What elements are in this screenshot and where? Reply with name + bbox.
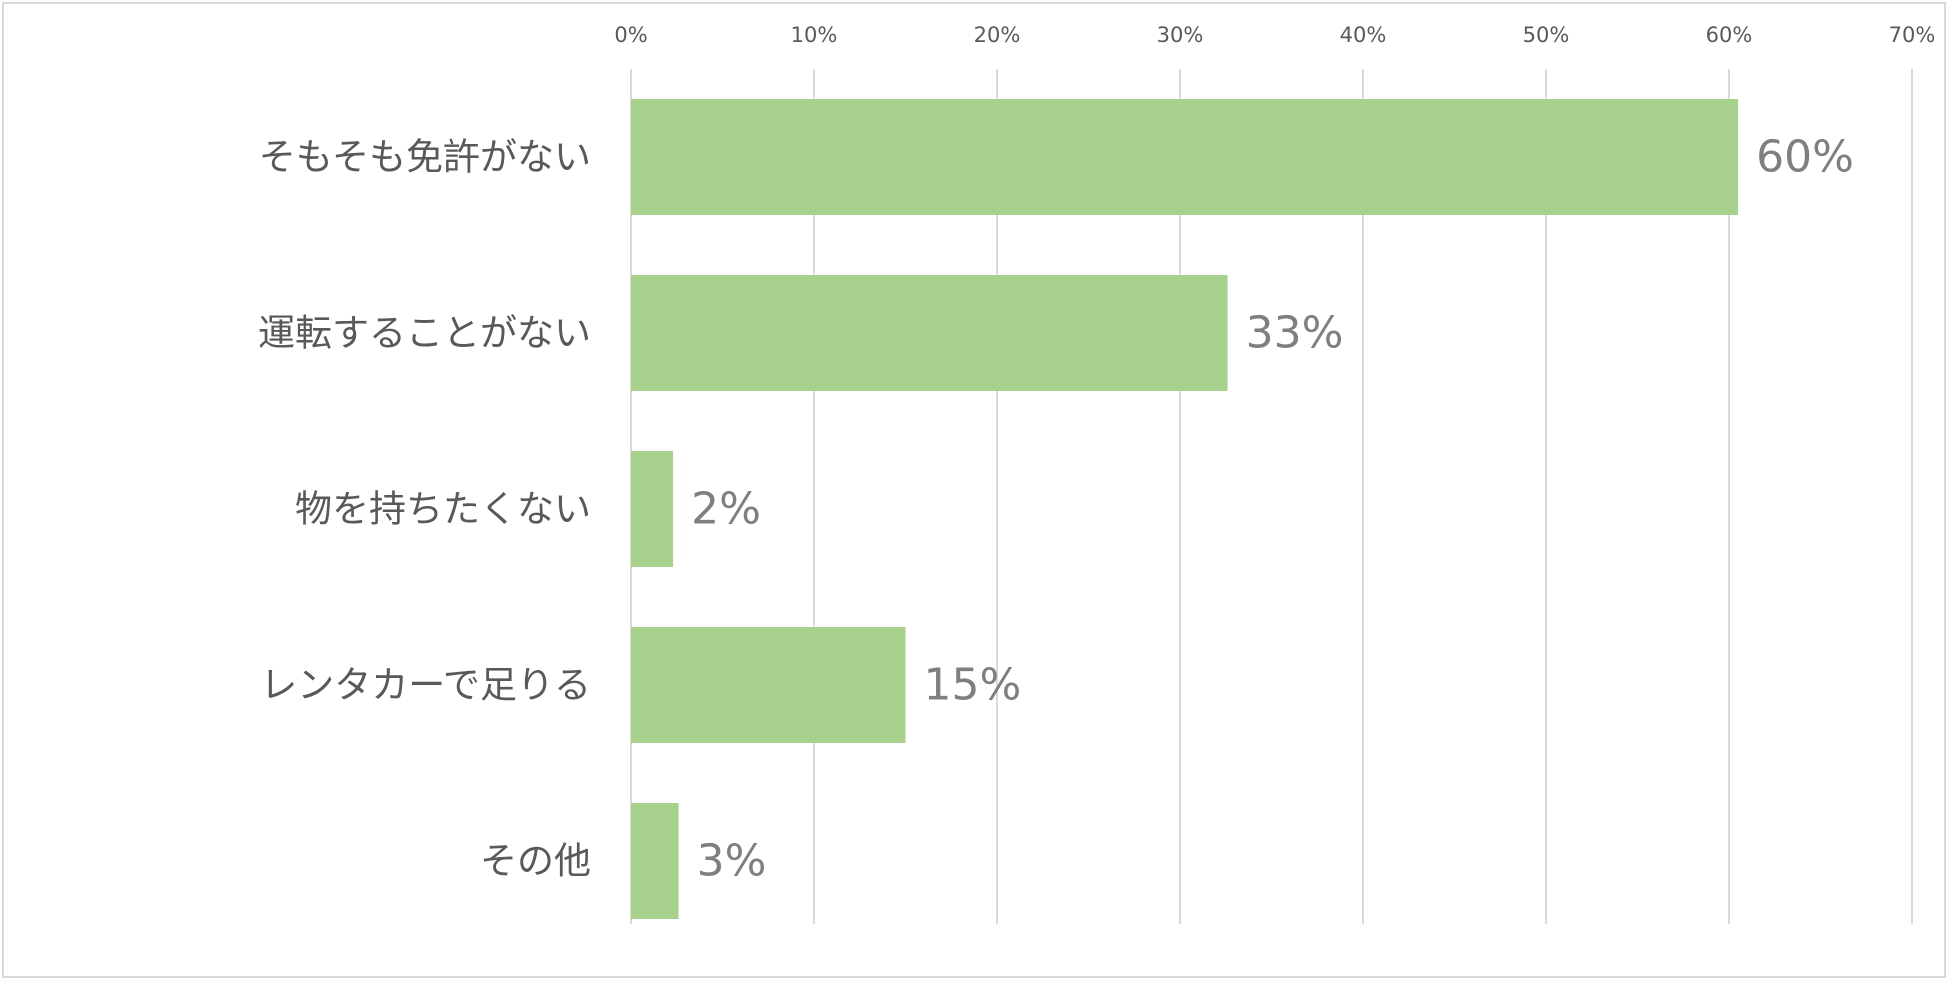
data-label: 15% <box>924 660 1022 711</box>
bar <box>631 451 674 567</box>
data-label: 60% <box>1756 132 1854 183</box>
category-label: そもそも免許がない <box>259 136 591 179</box>
bars <box>631 99 1739 919</box>
x-tick-label: 10% <box>791 23 838 47</box>
x-tick-label: 40% <box>1340 23 1387 47</box>
x-tick-label: 20% <box>974 23 1021 47</box>
bar <box>631 803 679 919</box>
category-label: その他 <box>480 840 591 883</box>
category-label: 物を持ちたくない <box>295 488 591 531</box>
x-tick-label: 60% <box>1706 23 1753 47</box>
bar <box>631 627 906 743</box>
data-label: 2% <box>691 484 761 535</box>
category-label: 運転することがない <box>258 312 591 355</box>
x-tick-label: 70% <box>1889 23 1936 47</box>
data-label: 3% <box>697 836 767 887</box>
x-tick-label: 50% <box>1523 23 1570 47</box>
data-labels: 60% 33% 2% 15% 3% <box>691 132 1854 887</box>
x-axis-ticks: 0% 10% 20% 30% 40% 50% 60% 70% <box>614 23 1935 47</box>
x-tick-label: 0% <box>614 23 647 47</box>
bar <box>631 99 1739 215</box>
bar <box>631 275 1228 391</box>
x-tick-label: 30% <box>1157 23 1204 47</box>
bar-chart: 0% 10% 20% 30% 40% 50% 60% 70% そもそも免許がない運転することが… <box>258 23 1935 924</box>
data-label: 33% <box>1246 308 1344 359</box>
category-label: レンタカーで足りる <box>260 664 591 707</box>
